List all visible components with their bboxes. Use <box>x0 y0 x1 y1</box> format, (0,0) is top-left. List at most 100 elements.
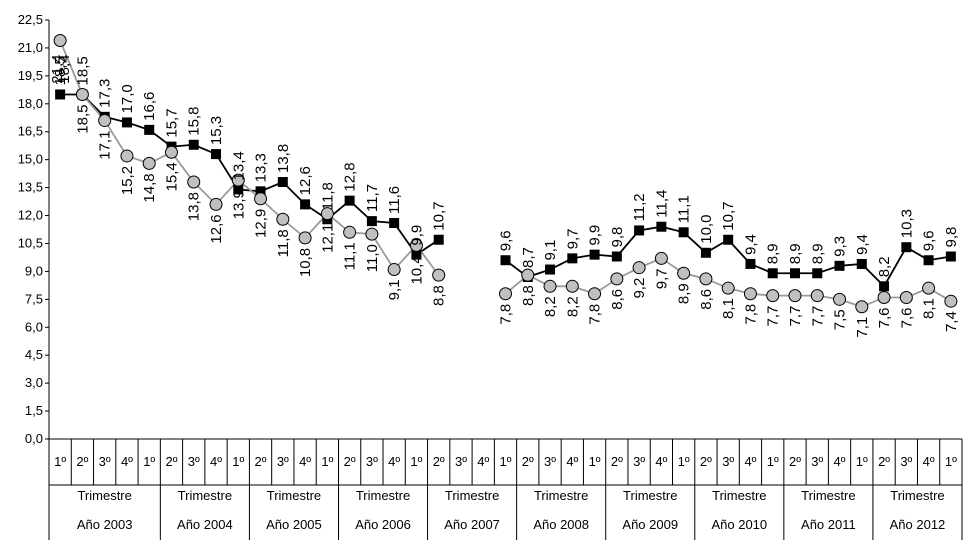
data-label: 13,4 <box>230 151 247 180</box>
data-label: 7,8 <box>742 304 759 325</box>
square-marker <box>789 268 800 279</box>
data-label: 8,9 <box>809 243 826 264</box>
data-label: 15,7 <box>163 108 180 137</box>
quarter-label: 4º <box>834 454 846 469</box>
square-marker <box>678 227 689 238</box>
square-marker <box>700 247 711 258</box>
circle-marker <box>254 192 268 206</box>
data-label: 7,5 <box>832 309 849 330</box>
data-label: 12,6 <box>297 166 314 195</box>
quarter-label: 3º <box>544 454 556 469</box>
square-marker <box>255 186 266 197</box>
period-label: Trimestre <box>801 488 855 503</box>
quarter-label: 3º <box>366 454 378 469</box>
circle-marker <box>521 268 535 282</box>
quarter-label: 4º <box>299 454 311 469</box>
circle-marker <box>743 287 757 301</box>
square-marker <box>767 268 778 279</box>
data-label: 9,1 <box>386 280 403 301</box>
y-tick-label: 0,0 <box>25 431 43 446</box>
circle-marker <box>922 281 936 295</box>
data-label: 13,3 <box>253 153 270 182</box>
data-label: 11,8 <box>275 229 292 257</box>
data-label: 9,4 <box>742 234 759 255</box>
data-label: 12,8 <box>342 162 359 191</box>
circle-marker <box>98 114 112 128</box>
data-label: 10,4 <box>408 255 425 284</box>
period-label: Trimestre <box>890 488 944 503</box>
quarter-label: 1º <box>232 454 244 469</box>
data-label: 7,7 <box>787 306 804 327</box>
circle-marker <box>75 87 89 101</box>
circle-marker <box>721 281 735 295</box>
data-label: 11,4 <box>653 190 670 218</box>
data-label: 7,8 <box>587 304 604 325</box>
data-label: 10,7 <box>431 202 448 231</box>
quarter-label: 3º <box>188 454 200 469</box>
y-tick-label: 19,5 <box>18 68 43 83</box>
circle-marker <box>833 292 847 306</box>
square-marker <box>211 149 222 160</box>
circle-marker <box>142 156 156 170</box>
data-label: 8,8 <box>431 285 448 306</box>
quarter-label: 4º <box>655 454 667 469</box>
data-label: 11,1 <box>342 242 359 270</box>
quarter-label: 2º <box>433 454 445 469</box>
y-tick-label: 15,0 <box>18 152 43 167</box>
series-line <box>59 40 440 276</box>
quarter-label: 4º <box>744 454 756 469</box>
data-label: 10,3 <box>898 209 915 238</box>
square-marker <box>656 221 667 232</box>
quarter-label: 4º <box>477 454 489 469</box>
quarter-label: 3º <box>99 454 111 469</box>
year-label: Año 2006 <box>355 517 411 532</box>
square-marker <box>856 258 867 269</box>
data-label: 9,8 <box>943 227 960 248</box>
quarter-label: 1º <box>410 454 422 469</box>
square-marker <box>589 249 600 260</box>
year-label: Año 2003 <box>77 517 133 532</box>
year-label: Año 2004 <box>177 517 233 532</box>
data-label: 17,1 <box>97 131 114 160</box>
quarter-label: 3º <box>633 454 645 469</box>
y-tick-label: 21,0 <box>18 40 43 55</box>
period-label: Trimestre <box>445 488 499 503</box>
circle-marker <box>432 268 446 282</box>
circle-marker <box>343 225 357 239</box>
data-label: 8,2 <box>564 296 581 317</box>
square-marker <box>634 225 645 236</box>
circle-marker <box>409 238 423 252</box>
circle-marker <box>53 33 67 47</box>
square-marker <box>945 251 956 262</box>
quarter-label: 3º <box>455 454 467 469</box>
quarter-label: 4º <box>121 454 133 469</box>
data-label: 18,5 <box>74 104 91 133</box>
y-tick-label: 7,5 <box>25 291 43 306</box>
square-marker <box>144 124 155 135</box>
square-marker <box>188 139 199 150</box>
square-marker <box>344 195 355 206</box>
circle-marker <box>610 272 624 286</box>
data-label: 10,0 <box>698 215 715 244</box>
series-line <box>60 93 440 256</box>
circle-marker <box>187 175 201 189</box>
data-label: 18,5 <box>52 56 69 85</box>
quarter-label: 1º <box>589 454 601 469</box>
data-label: 18,5 <box>74 56 91 85</box>
data-label: 16,6 <box>141 92 158 121</box>
data-label: 9,8 <box>609 227 626 248</box>
circle-marker <box>810 289 824 303</box>
circle-marker <box>298 231 312 245</box>
quarter-label: 1º <box>500 454 512 469</box>
data-label: 12,6 <box>208 214 225 243</box>
circle-marker <box>899 290 913 304</box>
square-marker <box>923 255 934 266</box>
circle-marker <box>276 212 290 226</box>
square-marker <box>745 258 756 269</box>
circle-marker <box>766 289 780 303</box>
quarter-label: 2º <box>255 454 267 469</box>
square-marker <box>611 251 622 262</box>
data-label: 9,4 <box>854 234 871 255</box>
y-tick-label: 1,5 <box>25 403 43 418</box>
